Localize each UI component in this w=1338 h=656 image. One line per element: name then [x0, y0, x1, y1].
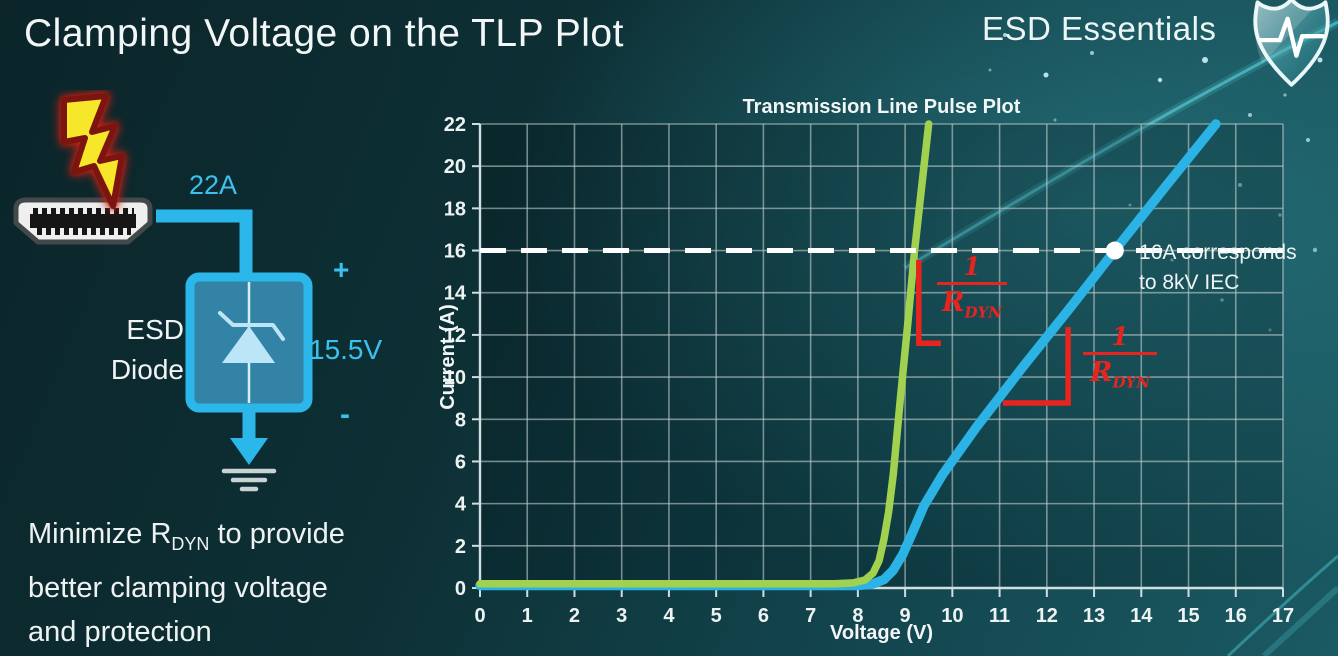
- brand-text: ESD Essentials: [982, 10, 1217, 47]
- y-tick-label: 12: [444, 325, 466, 347]
- marker-annotation: 16A corresponds to 8kV IEC: [1139, 238, 1297, 298]
- x-tick-label: 10: [941, 605, 963, 627]
- y-tick-label: 14: [444, 283, 467, 305]
- chart-title: Transmission Line Pulse Plot: [742, 96, 1021, 118]
- marker-annotation-line1: 16A corresponds: [1139, 241, 1297, 264]
- y-tick-label: 0: [455, 578, 466, 600]
- minus-sign: -: [340, 398, 350, 431]
- corner-swoosh: [1226, 554, 1338, 656]
- x-tick-label: 13: [1083, 605, 1105, 627]
- page-title: Clamping Voltage on the TLP Plot: [24, 12, 624, 55]
- arrow-down-icon: [230, 438, 268, 465]
- slope-bracket: [916, 260, 941, 347]
- device-label-line2: Diode: [110, 354, 184, 385]
- x-tick-label: 17: [1272, 605, 1294, 627]
- x-tick-label: 9: [900, 605, 911, 627]
- ground-icon: [221, 468, 277, 492]
- y-tick-label: 4: [455, 494, 467, 516]
- fraction-numerator: 1: [1111, 322, 1129, 351]
- x-tick-label: 14: [1130, 605, 1153, 627]
- tlp-chart: 0 1 2 3 4 5 6 7 8 9 10 11 12 13 14 15 16 1702468101214161…: [444, 114, 1294, 627]
- y-tick-label: 20: [444, 156, 466, 178]
- note-line1: Minimize RDYN to provide: [28, 518, 345, 554]
- x-tick-label: 3: [616, 605, 627, 627]
- note-text: Minimize RDYN to provide better clamping…: [28, 512, 345, 654]
- rdyn-fraction-2: 1 RDYN: [1079, 324, 1161, 397]
- wire: [156, 209, 253, 280]
- x-tick-label: 2: [569, 605, 580, 627]
- fraction-denominator: RDYN: [942, 287, 1002, 322]
- marker-annotation-line2: to 8kV IEC: [1139, 271, 1240, 294]
- y-tick-label: 6: [455, 451, 466, 473]
- lightning-icon: [61, 93, 125, 209]
- hdmi-connector-icon: [13, 197, 153, 245]
- x-tick-label: 7: [805, 605, 816, 627]
- x-tick-label: 6: [758, 605, 769, 627]
- fraction-denominator: RDYN: [1090, 357, 1150, 392]
- particles: [988, 28, 1323, 332]
- y-tick-label: 18: [444, 198, 466, 220]
- clamp-voltage-label: 15.5V: [309, 334, 383, 365]
- green-curve: [476, 120, 933, 588]
- y-axis-title: Current (A): [437, 304, 459, 410]
- surge-current-label: 22A: [189, 170, 238, 200]
- y-tick-label: 2: [455, 536, 466, 558]
- y-tick-label: 16: [444, 241, 466, 263]
- x-tick-label: 11: [989, 605, 1010, 627]
- blue-curve: [475, 119, 1221, 591]
- x-tick-label: 1: [522, 605, 533, 627]
- circuit-diagram: [13, 93, 313, 492]
- pulse-icon: [1258, 16, 1325, 58]
- shield-icon: [1253, 0, 1330, 87]
- x-tick-label: 0: [474, 605, 485, 627]
- device-label-line1: ESD: [126, 314, 184, 345]
- fraction-numerator: 1: [963, 252, 981, 281]
- rdyn-fraction-1: 1 RDYN: [933, 254, 1011, 327]
- plus-sign: +: [333, 254, 350, 285]
- y-tick-label: 8: [455, 409, 466, 431]
- device-label: ESD Diode: [88, 310, 184, 390]
- x-tick-label: 5: [711, 605, 722, 627]
- x-tick-label: 4: [663, 605, 675, 627]
- y-tick-label: 22: [444, 114, 466, 136]
- corner-swoosh-2: [1261, 585, 1338, 656]
- fraction-bar: [937, 282, 1007, 285]
- fraction-bar: [1083, 352, 1157, 355]
- slope-bracket: [1002, 327, 1071, 406]
- esd-diode-symbol: [185, 272, 313, 413]
- note-line2: better clamping voltage: [28, 571, 328, 604]
- marker-dot: [1105, 241, 1124, 260]
- x-tick-label: 16: [1225, 605, 1247, 627]
- x-tick-label: 8: [852, 605, 863, 627]
- x-tick-label: 12: [1036, 605, 1058, 627]
- note-line3: and protection: [28, 615, 212, 648]
- x-tick-label: 15: [1177, 605, 1199, 627]
- x-axis-title: Voltage (V): [830, 622, 933, 644]
- y-tick-label: 10: [444, 367, 466, 389]
